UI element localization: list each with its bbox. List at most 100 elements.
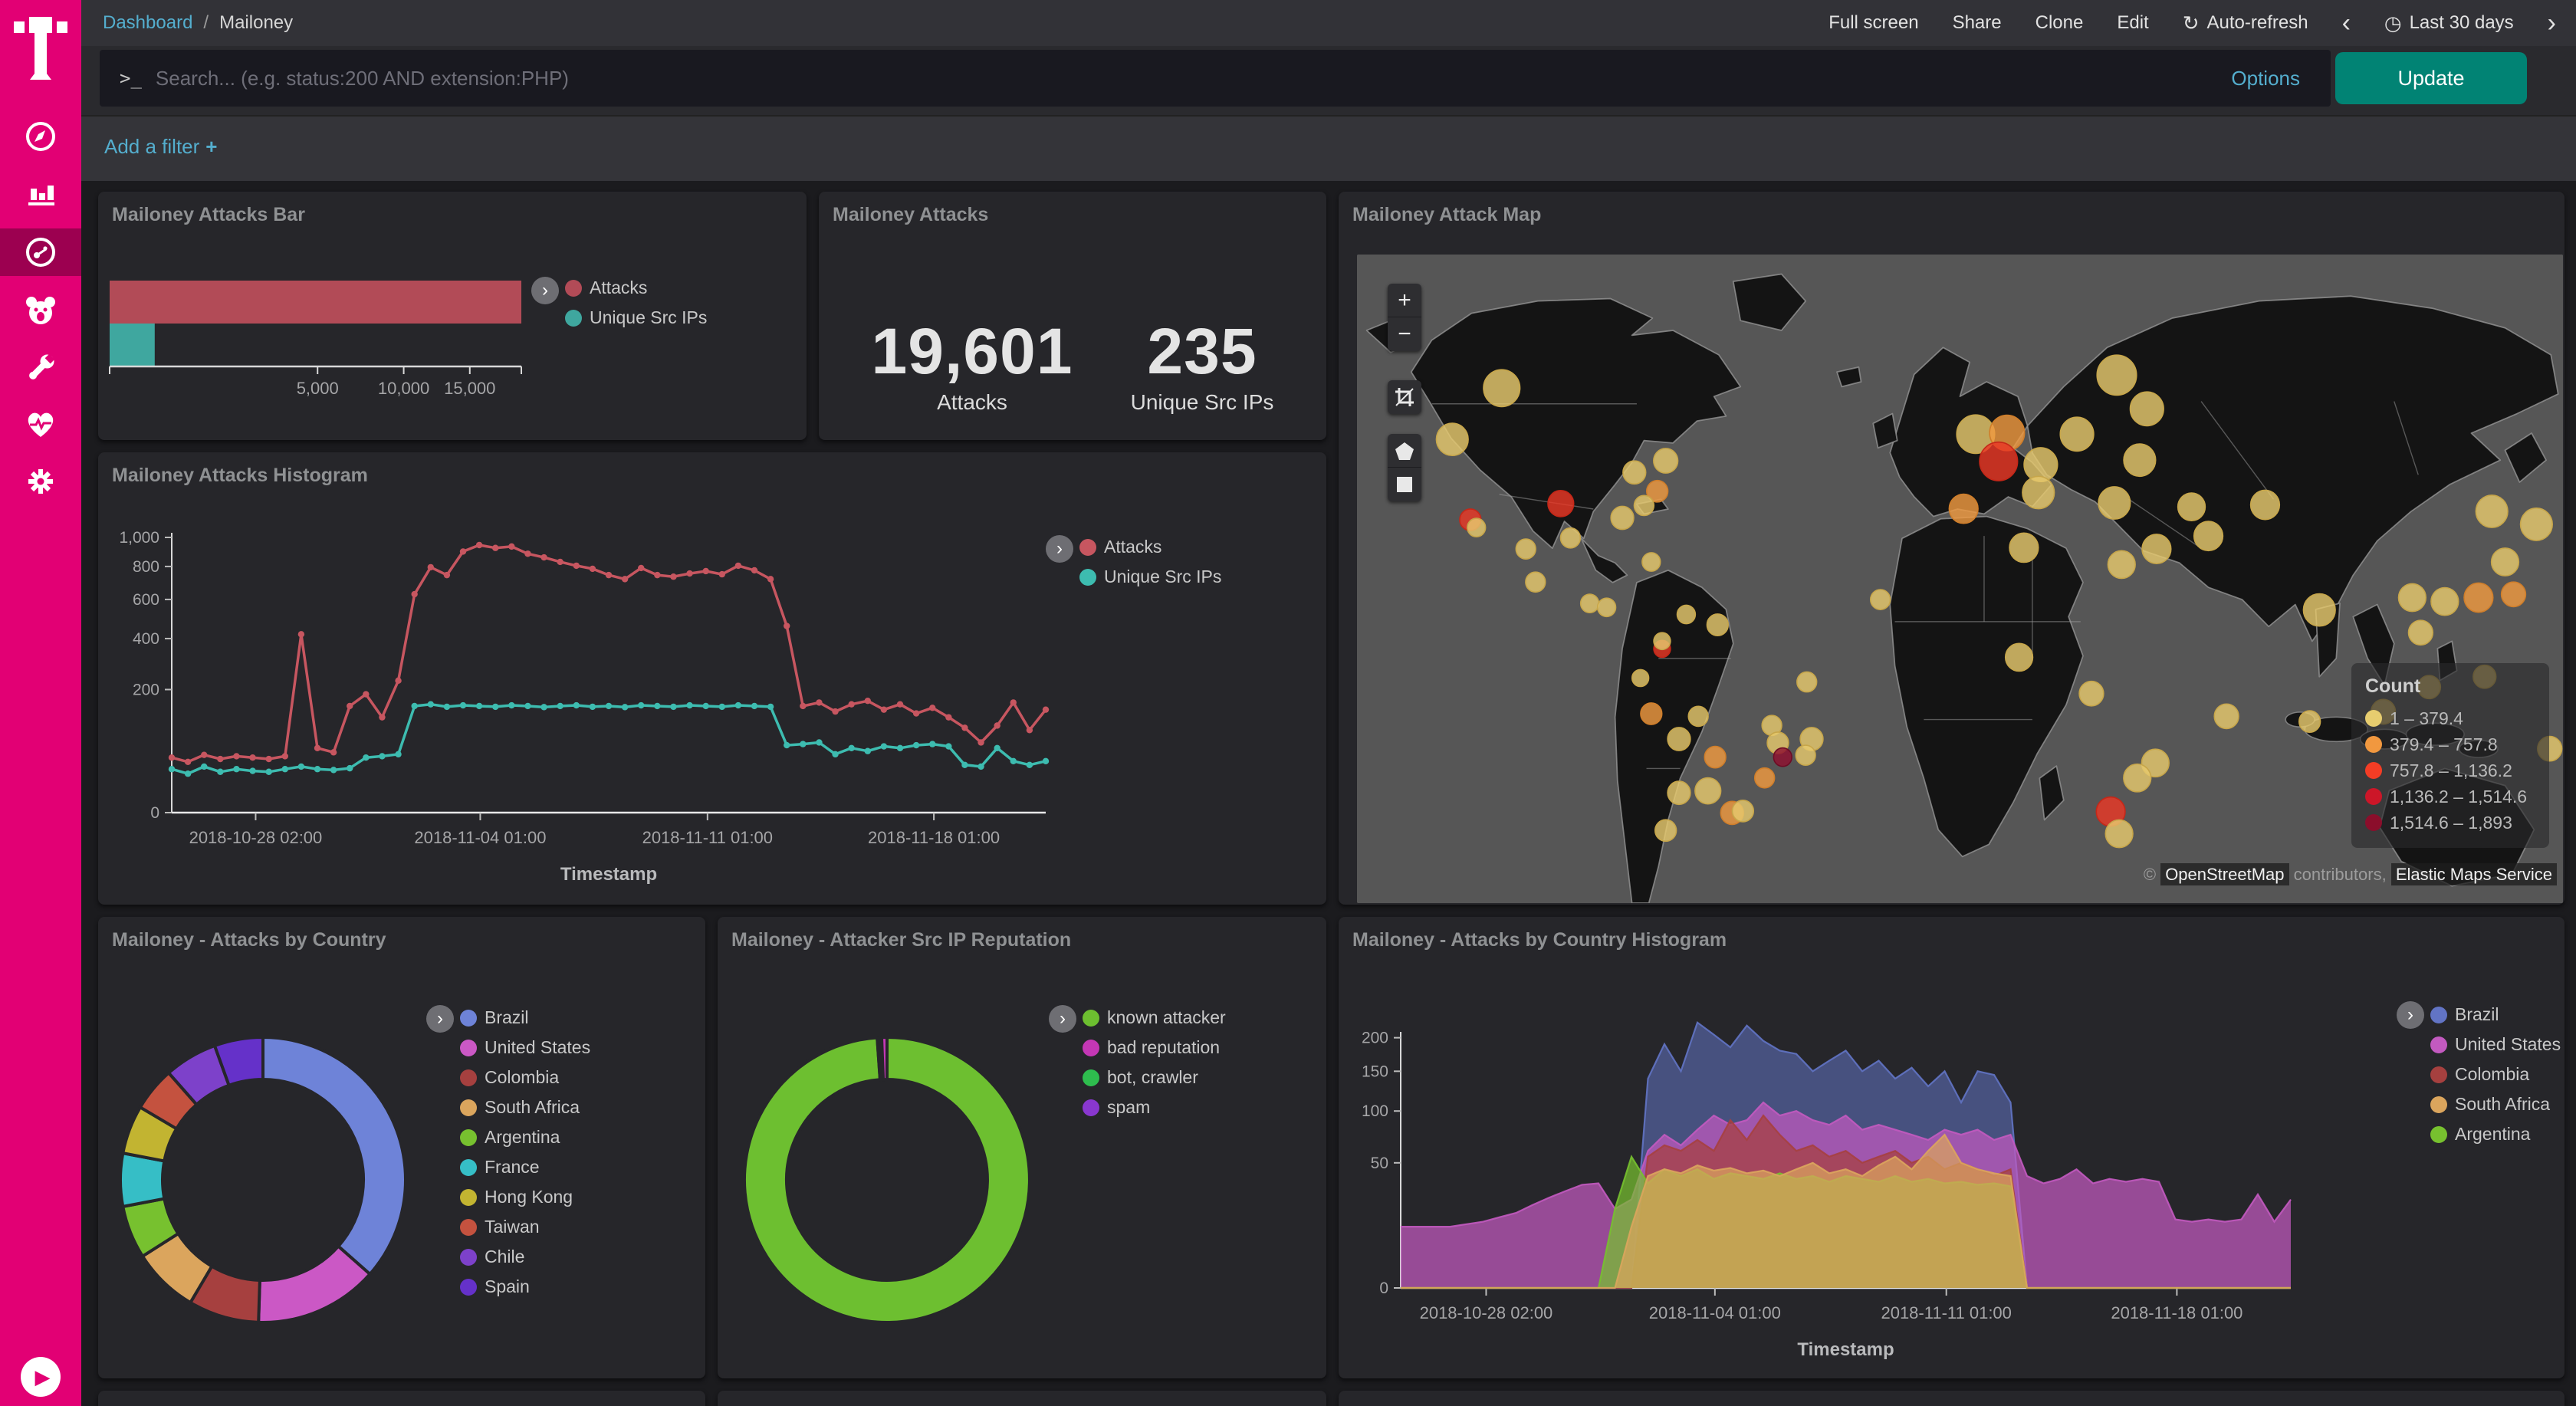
legend-item[interactable]: Hong Kong	[460, 1182, 590, 1212]
legend-item[interactable]: Attacks	[565, 273, 707, 303]
svg-text:1,000: 1,000	[119, 529, 159, 547]
svg-text:200: 200	[133, 681, 159, 698]
panel-partial-1	[98, 1391, 705, 1406]
sidebar-item-visualize[interactable]	[0, 169, 81, 218]
sidebar-item-tpot[interactable]	[0, 287, 81, 336]
ems-link[interactable]: Elastic Maps Service	[2390, 863, 2557, 885]
square-icon	[1397, 477, 1412, 492]
legend-dot	[1083, 1009, 1099, 1027]
legend-label: France	[485, 1157, 540, 1177]
map-attribution: © OpenStreetMap contributors, Elastic Ma…	[2144, 863, 2557, 885]
sidebar-collapse-button[interactable]: ▶	[21, 1357, 61, 1397]
draw-rectangle-button[interactable]	[1388, 468, 1421, 501]
full-screen-button[interactable]: Full screen	[1829, 12, 1919, 33]
top-nav: Dashboard / Mailoney Full screen Share C…	[81, 0, 2576, 46]
time-range-button[interactable]: ◷ Last 30 days	[2384, 11, 2514, 34]
pentagon-icon	[1395, 442, 1414, 460]
panel-title: Mailoney Attacks Histogram	[112, 465, 368, 486]
auto-refresh-button[interactable]: ↻ Auto-refresh	[2182, 11, 2308, 34]
legend-dot	[2365, 762, 2382, 779]
panel-attacks-metric: Mailoney Attacks 19,601 Attacks 235 Uniq…	[819, 192, 1326, 440]
legend-dot	[460, 1039, 477, 1056]
legend-dot	[2430, 1096, 2447, 1113]
legend-dot	[1083, 1039, 1099, 1056]
legend-item[interactable]: Colombia	[2430, 1059, 2561, 1089]
time-forward-button[interactable]: ›	[2547, 8, 2556, 38]
legend-item[interactable]: France	[460, 1152, 590, 1182]
legend-item[interactable]: bot, crawler	[1083, 1063, 1226, 1092]
sidebar-item-devtools[interactable]	[0, 343, 81, 393]
legend-item[interactable]: Chile	[460, 1242, 590, 1272]
sidebar-item-discover[interactable]	[0, 112, 81, 161]
clone-button[interactable]: Clone	[2035, 12, 2084, 33]
update-button[interactable]: Update	[2335, 52, 2527, 104]
legend-item[interactable]: Brazil	[2430, 1000, 2561, 1030]
panel-title: Mailoney Attacks Bar	[112, 204, 305, 225]
legend-item[interactable]: Argentina	[460, 1122, 590, 1152]
legend-item[interactable]: spam	[1083, 1092, 1226, 1122]
map-crop-control	[1388, 380, 1421, 414]
legend-label: Brazil	[485, 1007, 529, 1027]
legend-dot	[2430, 1125, 2447, 1143]
svg-text:2018-10-28 02:00: 2018-10-28 02:00	[189, 828, 323, 847]
legend-item[interactable]: Colombia	[460, 1063, 590, 1092]
panel-attacks-histogram: Mailoney Attacks Histogram 0 200 400 600 800…	[98, 452, 1326, 905]
time-back-button[interactable]: ‹	[2341, 8, 2351, 38]
legend-item[interactable]: United States	[460, 1033, 590, 1063]
legend-item[interactable]: Taiwan	[460, 1212, 590, 1242]
sidebar-item-monitoring[interactable]	[0, 400, 81, 449]
crop-icon[interactable]	[1388, 380, 1421, 414]
legend-dot	[2430, 1036, 2447, 1053]
zoom-in-button[interactable]: +	[1388, 284, 1421, 317]
query-prompt-icon: >_	[120, 67, 142, 89]
legend-expand-button[interactable]: ›	[1049, 1005, 1076, 1033]
panel-attacks-bar: Mailoney Attacks Bar 5,000 10,000 15,000 ›…	[98, 192, 807, 440]
legend-item[interactable]: South Africa	[2430, 1089, 2561, 1119]
legend-dot	[2365, 710, 2382, 727]
legend-dot	[460, 1009, 477, 1027]
legend-item[interactable]: United States	[2430, 1030, 2561, 1059]
legend-dot	[460, 1099, 477, 1116]
svg-text:600: 600	[133, 591, 159, 609]
draw-polygon-button[interactable]	[1388, 434, 1421, 468]
legend-item[interactable]: Attacks	[1079, 532, 1221, 562]
map-draw-controls	[1388, 434, 1421, 501]
legend-item[interactable]: Argentina	[2430, 1119, 2561, 1149]
breadcrumb: Dashboard / Mailoney	[103, 12, 293, 34]
legend-expand-button[interactable]: ›	[1046, 535, 1073, 563]
legend-label: United States	[485, 1037, 591, 1057]
breadcrumb-separator: /	[203, 12, 209, 33]
share-button[interactable]: Share	[1952, 12, 2002, 33]
zoom-out-button[interactable]: −	[1398, 321, 1411, 347]
legend-item[interactable]: Unique Src IPs	[1079, 562, 1221, 592]
attacks-histogram-chart: 0 200 400 600 800 1,000 2018-10-28 02:00 2018-1…	[119, 529, 1050, 885]
legend-item[interactable]: South Africa	[460, 1092, 590, 1122]
add-filter-link[interactable]: Add a filter +	[104, 135, 218, 158]
legend-item[interactable]: Spain	[460, 1272, 590, 1302]
legend-item[interactable]: bad reputation	[1083, 1033, 1226, 1063]
search-input[interactable]: >_ Search... (e.g. status:200 AND extens…	[100, 50, 2331, 107]
legend-item[interactable]: Brazil	[460, 1003, 590, 1033]
legend-item[interactable]: known attacker	[1083, 1003, 1226, 1033]
panel-src-ip-reputation: Mailoney - Attacker Src IP Reputation › …	[718, 917, 1326, 1378]
legend-expand-button[interactable]: ›	[531, 277, 559, 304]
compass-icon	[26, 122, 55, 151]
telekom-logo	[14, 17, 67, 81]
edit-button[interactable]: Edit	[2117, 12, 2149, 33]
svg-text:15,000: 15,000	[444, 379, 495, 398]
legend-item[interactable]: Unique Src IPs	[565, 303, 707, 333]
map-legend-item: 379.4 – 757.8	[2365, 731, 2535, 757]
options-link[interactable]: Options	[2231, 66, 2300, 90]
sidebar-item-dashboard[interactable]	[0, 228, 81, 276]
sidebar-item-management[interactable]	[0, 457, 81, 506]
legend-dot	[2365, 736, 2382, 753]
breadcrumb-dashboard[interactable]: Dashboard	[103, 12, 193, 33]
reputation-donut-chart	[742, 1035, 1031, 1324]
legend-expand-button[interactable]: ›	[426, 1005, 454, 1033]
world-map[interactable]: + − Count 1 – 379.4 379.4 – 757.	[1357, 255, 2563, 903]
legend-expand-button[interactable]: ›	[2397, 1001, 2424, 1029]
legend-label: known attacker	[1107, 1007, 1226, 1027]
map-count-legend: Count 1 – 379.4 379.4 – 757.8 757.8 – 1,…	[2351, 663, 2549, 848]
map-legend-item: 1 – 379.4	[2365, 705, 2535, 731]
osm-link[interactable]: OpenStreetMap	[2160, 863, 2289, 885]
